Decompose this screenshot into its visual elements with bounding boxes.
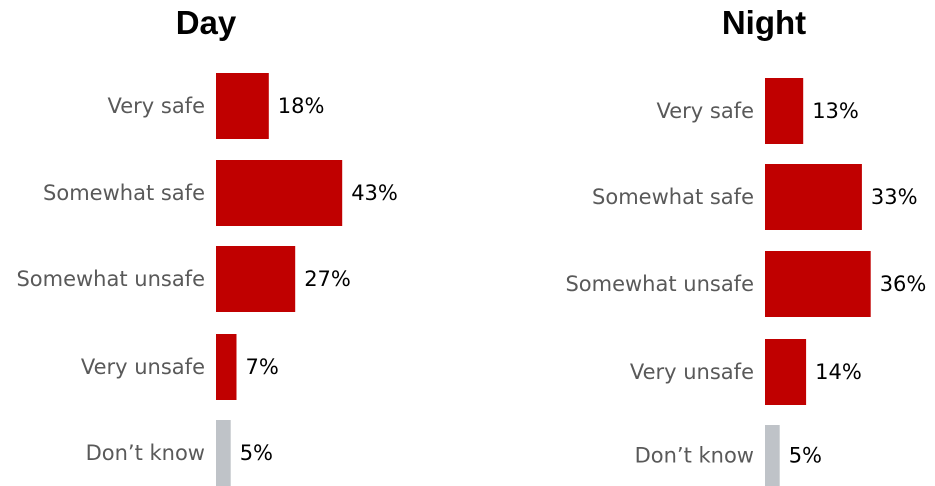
night-value-label-very-unsafe: 14%	[815, 360, 862, 384]
night-category-label-somewhat-safe: Somewhat safe	[592, 185, 754, 209]
day-category-label-very-unsafe: Very unsafe	[81, 355, 205, 379]
day-chart-title: Day	[175, 4, 237, 41]
day-bar-very-safe	[216, 73, 269, 139]
day-bar-somewhat-unsafe	[216, 246, 296, 312]
day-bar-very-unsafe	[216, 334, 237, 400]
day-category-label-somewhat-safe: Somewhat safe	[43, 181, 205, 205]
night-category-label-very-safe: Very safe	[656, 99, 754, 123]
day-category-label-dont-know: Don’t know	[86, 441, 205, 465]
night-value-label-dont-know: 5%	[789, 444, 822, 468]
day-value-label-somewhat-unsafe: 27%	[304, 267, 351, 291]
day-value-label-very-unsafe: 7%	[246, 355, 279, 379]
night-category-label-very-unsafe: Very unsafe	[630, 360, 754, 384]
day-category-label-somewhat-unsafe: Somewhat unsafe	[16, 267, 205, 291]
day-bar-somewhat-safe	[216, 160, 343, 226]
night-category-label-dont-know: Don’t know	[635, 444, 754, 468]
night-value-label-somewhat-unsafe: 36%	[880, 272, 927, 296]
day-category-label-very-safe: Very safe	[107, 94, 205, 118]
night-category-label-somewhat-unsafe: Somewhat unsafe	[565, 272, 754, 296]
night-chart-title: Night	[721, 4, 807, 41]
night-bar-very-safe	[765, 78, 804, 144]
night-bar-very-unsafe	[765, 339, 807, 405]
night-value-label-very-safe: 13%	[812, 99, 859, 123]
day-value-label-very-safe: 18%	[278, 94, 325, 118]
night-bar-dont-know	[765, 425, 780, 486]
day-bar-dont-know	[216, 420, 231, 486]
night-bar-somewhat-safe	[765, 164, 862, 230]
night-value-label-somewhat-safe: 33%	[871, 185, 918, 209]
day-value-label-dont-know: 5%	[240, 441, 273, 465]
day-value-label-somewhat-safe: 43%	[351, 181, 398, 205]
night-bar-somewhat-unsafe	[765, 251, 871, 317]
